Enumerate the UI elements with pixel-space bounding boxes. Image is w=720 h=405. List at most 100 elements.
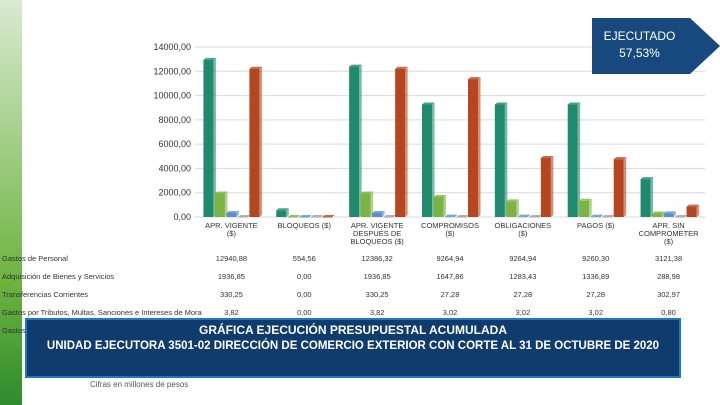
bar-side (650, 177, 654, 217)
bar-top (422, 102, 435, 105)
bar-top (203, 57, 216, 60)
bar-top (383, 214, 397, 217)
bar (517, 216, 528, 218)
y-tick-label: 2000,00 (158, 188, 191, 198)
bar (422, 104, 432, 217)
bar-side (478, 77, 481, 217)
bar-top (506, 199, 519, 202)
table-cell: 27,28 (513, 290, 533, 299)
bar-side (623, 157, 627, 217)
bar (494, 104, 505, 217)
x-category-label: APR. VIGENTE ($) (205, 221, 258, 238)
bar-top (663, 211, 677, 214)
table-cell: 288,98 (657, 272, 681, 281)
bar (287, 217, 298, 218)
bar-top (468, 77, 481, 80)
left-accent-bar (0, 0, 22, 405)
y-tick-label: 4000,00 (158, 163, 191, 173)
bar (383, 216, 394, 218)
bar (276, 210, 287, 217)
table-cell: 330,25 (365, 290, 389, 299)
bar-side (673, 211, 677, 217)
bar-top (529, 214, 542, 217)
bar (468, 79, 478, 217)
bar-side (259, 66, 262, 217)
x-category-label: APR. SIN COMPROMETER ($) (639, 221, 700, 246)
table-cell: 3,82 (369, 308, 385, 317)
budget-bar-chart: 0,00 2000,00 4000,00 6000,00 8000,00 10000,00… (153, 42, 705, 246)
bar (360, 193, 371, 217)
bar-top (433, 194, 446, 197)
bar-top (226, 210, 239, 213)
x-category-label: COMPROMISOS ($) (421, 221, 479, 238)
bar-side (696, 204, 700, 217)
bar (433, 196, 444, 217)
bar-top (310, 215, 324, 217)
y-tick-label: 8000,00 (158, 115, 191, 125)
bar (310, 217, 321, 218)
bar (652, 213, 663, 217)
table-cell: 0,80 (661, 308, 676, 317)
table-cell: 3,82 (224, 308, 239, 317)
bar (456, 216, 467, 218)
bar-side (236, 210, 239, 217)
bar (686, 206, 697, 217)
bar-top (276, 208, 289, 211)
bar-top (372, 210, 385, 213)
y-tick-label: 0,00 (173, 212, 191, 222)
bar-side (443, 194, 446, 217)
table-cell: 0,00 (296, 290, 312, 299)
bar-top (360, 191, 374, 194)
bar-side (600, 214, 604, 217)
bar (506, 201, 517, 217)
bar-side (370, 191, 374, 217)
table-row: Gastos por Tributos, Multas, Sanciones e… (0, 304, 720, 322)
x-category-label: APR. VIGENTE DESPUÉS DE BLOQUEOS ($) (350, 221, 404, 246)
bar-side (382, 210, 385, 217)
bar-top (494, 102, 508, 105)
bar-top (322, 215, 335, 217)
bar (214, 193, 225, 217)
table-row: Gastos de Personal 12940,88 554,56 12386,32… (0, 250, 720, 268)
table-cell: 554,56 (292, 254, 316, 263)
table-cell: 302,97 (657, 290, 681, 299)
bar (602, 216, 613, 218)
bar-side (405, 66, 408, 217)
y-tick-label: 6000,00 (158, 139, 191, 149)
table-cell: 27,28 (586, 290, 606, 299)
table-cell: 1336,89 (582, 272, 610, 281)
executed-badge: EJECUTADO 57,53% (592, 18, 720, 74)
bar (203, 59, 214, 217)
table-cell: 12940,88 (215, 254, 248, 263)
badge-percent: 57,53% (619, 46, 660, 60)
bar-side (589, 198, 592, 217)
caption-subtitle: UNIDAD EJECUTORA 3501-02 DIRECCIÓN DE CO… (46, 340, 660, 352)
bar-top (456, 214, 469, 217)
table-cell: 1936,85 (363, 272, 391, 281)
bar (226, 212, 237, 217)
bar-top (640, 177, 654, 180)
bar (590, 216, 601, 218)
bar (299, 217, 310, 218)
x-category-label: PAGOS ($) (577, 221, 615, 230)
bar-side (455, 214, 458, 217)
table-cell: 27,28 (440, 290, 460, 299)
bar-side (213, 57, 216, 217)
y-tick-label: 14000,00 (153, 42, 191, 52)
table-cell: 1647,86 (436, 272, 464, 281)
bar-top (445, 214, 458, 217)
bar (640, 179, 651, 217)
table-row: Adquisición de Bienes y Servicios 1936,85… (0, 268, 720, 286)
row-label: Gastos por Tributos, Multas, Sanciones e… (2, 308, 202, 317)
row-label: Adquisición de Bienes y Servicios (2, 272, 115, 281)
bar (540, 158, 551, 217)
table-cell: 1936,85 (217, 272, 245, 281)
bar-side (516, 199, 519, 217)
bar-top (287, 215, 301, 217)
bar-side (527, 214, 531, 217)
bar (237, 216, 248, 218)
bar-side (662, 211, 665, 217)
badge-arrow-shape (592, 18, 720, 74)
bar-top (299, 215, 312, 217)
row-label: Transferencias Corrientes (2, 290, 89, 299)
